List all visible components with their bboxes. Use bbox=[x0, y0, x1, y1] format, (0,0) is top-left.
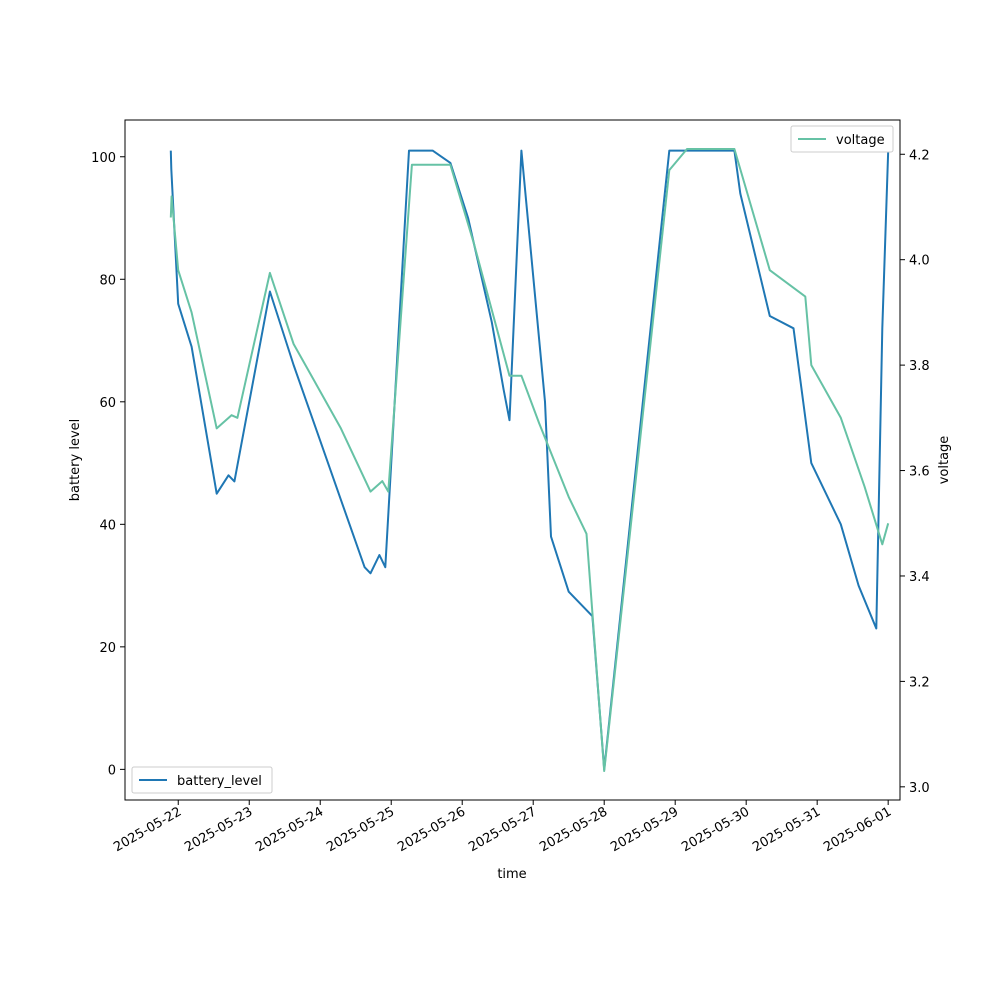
y-left-tick-label: 40 bbox=[99, 518, 116, 533]
legend-voltage-label: voltage bbox=[836, 133, 885, 148]
y-right-tick-label: 4.2 bbox=[909, 148, 930, 163]
y-right-tick-label: 3.4 bbox=[909, 570, 930, 585]
y-right-tick-label: 3.0 bbox=[909, 781, 930, 796]
plot-area bbox=[169, 148, 890, 772]
plot-frame bbox=[124, 119, 901, 801]
y-left-tick-label: 20 bbox=[99, 641, 116, 656]
legend-right-box bbox=[790, 125, 894, 153]
y-left-tick-label: 60 bbox=[99, 396, 116, 411]
y-axis-right-label: voltage bbox=[937, 436, 952, 485]
legend-right: voltage bbox=[790, 125, 894, 153]
y-left-tick-label: 0 bbox=[108, 763, 116, 778]
y-axis-right: 3.0 3.2 3.4 3.6 3.8 4.0 4.2 bbox=[900, 148, 930, 796]
legend-battery-label: battery_level bbox=[177, 774, 262, 789]
y-right-tick-label: 3.8 bbox=[909, 359, 930, 374]
y-right-tick-label: 3.6 bbox=[909, 465, 930, 480]
y-axis-left: 0 20 40 60 80 100 bbox=[91, 151, 125, 778]
series-line-battery-level bbox=[169, 149, 890, 771]
series-line-voltage bbox=[169, 148, 890, 772]
legend-left: battery_level bbox=[131, 766, 273, 794]
y-right-tick-label: 4.0 bbox=[909, 254, 930, 269]
y-left-tick-label: 100 bbox=[91, 151, 116, 166]
y-left-tick-label: 80 bbox=[99, 273, 116, 288]
legend-left-box bbox=[131, 766, 273, 794]
x-axis-label: time bbox=[497, 867, 526, 882]
y-axis-left-label: battery level bbox=[68, 419, 83, 502]
y-right-tick-label: 3.2 bbox=[909, 675, 930, 690]
